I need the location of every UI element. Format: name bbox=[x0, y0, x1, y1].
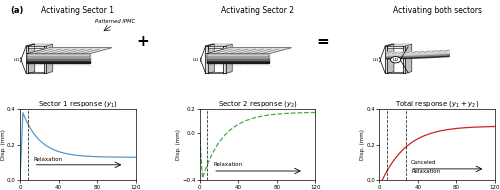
Y-axis label: Disp. (mm): Disp. (mm) bbox=[176, 129, 180, 160]
Polygon shape bbox=[27, 54, 90, 57]
Polygon shape bbox=[44, 46, 46, 74]
Text: $u_1$: $u_1$ bbox=[12, 56, 20, 64]
Text: +: + bbox=[136, 34, 149, 49]
Polygon shape bbox=[27, 57, 90, 60]
Text: $u_1$: $u_1$ bbox=[192, 56, 200, 64]
Text: Patterned IPMC: Patterned IPMC bbox=[95, 19, 135, 24]
Title: Sector 2 response ($y_2$): Sector 2 response ($y_2$) bbox=[218, 99, 298, 109]
Text: Relaxation: Relaxation bbox=[213, 162, 242, 167]
Text: Relaxation: Relaxation bbox=[34, 157, 62, 162]
Circle shape bbox=[11, 57, 22, 63]
Polygon shape bbox=[27, 60, 90, 63]
Text: Activating Sector 1: Activating Sector 1 bbox=[42, 6, 115, 15]
Circle shape bbox=[390, 57, 400, 63]
Circle shape bbox=[370, 57, 380, 63]
Title: Total response ($y_1 + y_2$): Total response ($y_1 + y_2$) bbox=[395, 99, 479, 109]
Polygon shape bbox=[388, 44, 409, 46]
Polygon shape bbox=[28, 72, 44, 74]
Polygon shape bbox=[385, 44, 394, 46]
Y-axis label: Disp. (mm): Disp. (mm) bbox=[360, 129, 365, 160]
Circle shape bbox=[190, 57, 201, 63]
Text: Relaxation: Relaxation bbox=[411, 169, 440, 174]
Polygon shape bbox=[28, 44, 50, 46]
Polygon shape bbox=[208, 46, 223, 48]
Polygon shape bbox=[46, 44, 52, 74]
Polygon shape bbox=[206, 60, 269, 63]
Polygon shape bbox=[388, 72, 403, 74]
Text: $u_2$: $u_2$ bbox=[392, 56, 400, 64]
Polygon shape bbox=[223, 46, 226, 74]
Polygon shape bbox=[28, 46, 44, 48]
Polygon shape bbox=[226, 44, 232, 74]
Text: =: = bbox=[316, 34, 329, 49]
Polygon shape bbox=[28, 44, 34, 74]
Polygon shape bbox=[388, 44, 394, 74]
Y-axis label: Disp. (mm): Disp. (mm) bbox=[0, 129, 5, 160]
Polygon shape bbox=[206, 54, 269, 57]
Polygon shape bbox=[403, 46, 406, 74]
Text: Activating Sector 2: Activating Sector 2 bbox=[221, 6, 294, 15]
Text: (a): (a) bbox=[10, 6, 24, 15]
Polygon shape bbox=[406, 44, 411, 74]
Text: $u_1$: $u_1$ bbox=[372, 56, 379, 64]
Text: Activating both sectors: Activating both sectors bbox=[392, 6, 482, 15]
Polygon shape bbox=[388, 46, 403, 48]
Text: Canceled: Canceled bbox=[411, 160, 436, 165]
Polygon shape bbox=[206, 48, 292, 54]
Polygon shape bbox=[27, 48, 112, 54]
Polygon shape bbox=[26, 46, 29, 74]
Polygon shape bbox=[208, 44, 230, 46]
Polygon shape bbox=[208, 44, 214, 74]
Polygon shape bbox=[26, 44, 34, 46]
Polygon shape bbox=[385, 46, 388, 74]
Polygon shape bbox=[206, 44, 214, 46]
Polygon shape bbox=[208, 72, 223, 74]
Polygon shape bbox=[206, 46, 208, 74]
Polygon shape bbox=[206, 57, 269, 60]
Title: Sector 1 response ($y_1$): Sector 1 response ($y_1$) bbox=[38, 99, 118, 109]
